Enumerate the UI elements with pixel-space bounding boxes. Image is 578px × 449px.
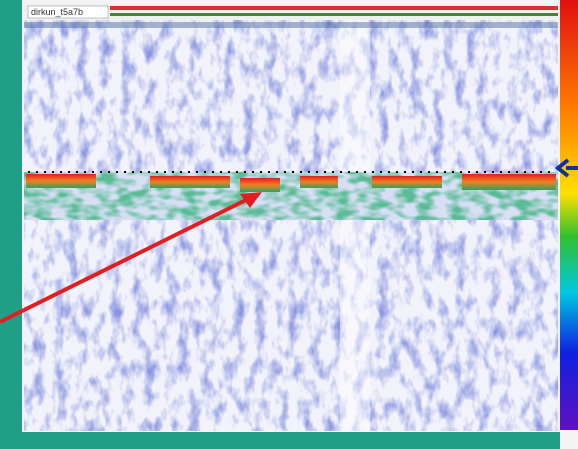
left-ruler <box>0 0 22 449</box>
hot-spot <box>26 174 96 188</box>
radargram-screen: dirkun_t5a7b <box>0 0 578 449</box>
hot-spot <box>300 176 338 188</box>
hot-spot <box>240 178 280 192</box>
color-scale <box>560 0 578 430</box>
bottom-ruler <box>0 432 560 449</box>
page: dirkun_t5a7b (() => { const data = JSON.… <box>0 0 578 449</box>
hot-spot <box>462 174 556 190</box>
hot-spot <box>150 176 230 188</box>
header-stripe <box>110 6 558 10</box>
hot-spot <box>372 176 442 188</box>
header-stripe <box>110 13 558 16</box>
surface-reflection <box>24 22 558 28</box>
light-column <box>340 20 370 431</box>
file-title: dirkun_t5a7b <box>31 7 83 17</box>
